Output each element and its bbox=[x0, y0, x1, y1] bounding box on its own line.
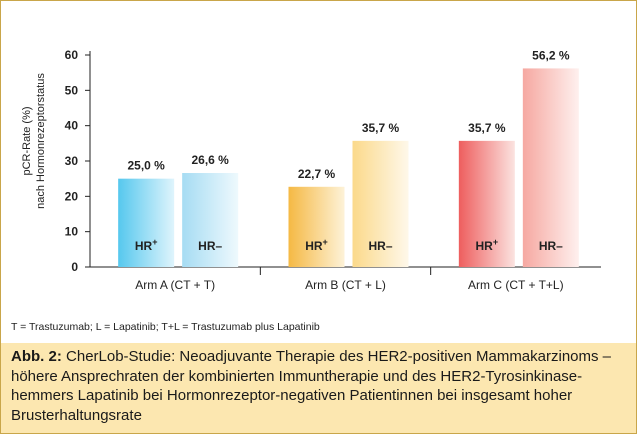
bars: 25,0 % HR+ 26,6 % HR– 22,7 % HR+ 35,7 % HR– 35,7… bbox=[118, 48, 579, 267]
y-axis-label-line1: pCR-Rate (%) bbox=[21, 106, 33, 175]
y-axis-label: pCR-Rate (%) nach Hormonrezeptorstatus bbox=[21, 73, 47, 209]
bar-inner-label: HR– bbox=[368, 239, 392, 253]
bar-value-label: 35,7 % bbox=[362, 121, 400, 135]
y-tick-label: 40 bbox=[65, 119, 79, 133]
y-tick-label: 0 bbox=[71, 260, 78, 274]
bar-value-label: 26,6 % bbox=[191, 153, 229, 167]
chart-area: pCR-Rate (%) nach Hormonrezeptorstatus 0… bbox=[1, 1, 636, 341]
bar-hr-positive bbox=[458, 140, 515, 267]
bar-chart: pCR-Rate (%) nach Hormonrezeptorstatus 0… bbox=[21, 48, 601, 292]
y-axis-label-line2: nach Hormonrezeptorstatus bbox=[35, 73, 47, 209]
y-tick-label: 50 bbox=[65, 83, 79, 97]
caption-text: CherLob-Studie: Neoadjuvante Therapie de… bbox=[11, 348, 612, 424]
bar-inner-label: HR– bbox=[198, 239, 222, 253]
x-category-label: Arm C (CT + T+L) bbox=[468, 278, 564, 292]
y-tick-label: 60 bbox=[65, 48, 79, 62]
bar-inner-label: HR+ bbox=[476, 237, 499, 253]
bar-hr-positive bbox=[118, 178, 175, 267]
x-category-label: Arm A (CT + T) bbox=[135, 278, 215, 292]
y-tick-label: 30 bbox=[65, 154, 79, 168]
bar-hr-negative bbox=[522, 68, 579, 267]
x-category-label: Arm B (CT + L) bbox=[305, 278, 386, 292]
caption-label: Abb. 2: bbox=[11, 348, 62, 365]
bar-inner-label: HR– bbox=[539, 239, 563, 253]
y-tick-label: 10 bbox=[65, 225, 79, 239]
bar-hr-positive bbox=[288, 186, 345, 267]
bar-value-label: 25,0 % bbox=[127, 159, 165, 173]
bar-inner-label: HR+ bbox=[305, 237, 328, 253]
abbreviations-note: T = Trastuzumab; L = Lapatinib; T+L = Tr… bbox=[11, 321, 320, 333]
x-axis-labels: Arm A (CT + T) Arm B (CT + L) Arm C (CT + … bbox=[135, 278, 563, 292]
axes: 0 10 20 30 40 50 60 bbox=[65, 48, 601, 275]
y-tick-label: 20 bbox=[65, 189, 79, 203]
figure-caption: Abb. 2: CherLob-Studie: Neoadjuvante The… bbox=[1, 343, 636, 433]
bar-inner-label: HR+ bbox=[135, 237, 158, 253]
bar-hr-negative bbox=[352, 140, 409, 267]
bar-value-label: 35,7 % bbox=[468, 121, 506, 135]
bar-value-label: 56,2 % bbox=[532, 48, 570, 62]
bar-value-label: 22,7 % bbox=[298, 167, 336, 181]
bar-hr-negative bbox=[182, 173, 239, 267]
